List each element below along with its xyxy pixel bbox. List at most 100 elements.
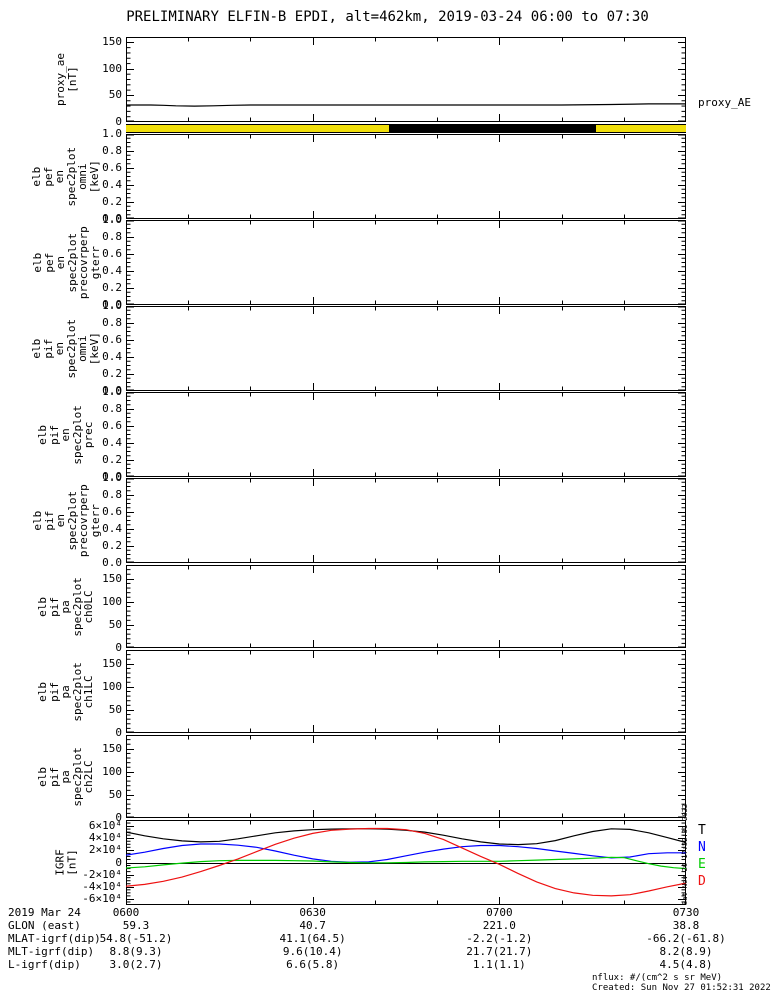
panel-canvas-elb_pif_en_spec2plot_omni (126, 306, 686, 391)
legend-item-D: D (698, 874, 706, 889)
y-axis-title-igrf: IGRF [nT] (53, 849, 78, 876)
orbit-bar-segment-yellow (595, 125, 686, 132)
panel-orbit_bar (126, 124, 686, 133)
y-tick-label: 0.4 (102, 178, 122, 191)
y-tick-label: 50 (108, 702, 122, 716)
y-tick-label: 2×10⁴ (88, 843, 122, 857)
annotation-row: L-igrf(dip) 3.0(2.7) 6.6(5.8) 1.1(1.1) 4.5(4… (0, 958, 775, 971)
y-tick-label: 150 (102, 741, 122, 755)
series-proxy_AE-line (126, 103, 686, 107)
y-tick-label: 0.2 (102, 539, 122, 552)
y-tick-label: 6×10⁴ (88, 819, 122, 833)
y-tick-label: 0.6 (102, 419, 122, 432)
var-value: 8.2(8.9) (659, 945, 713, 958)
panel-elb_pif_pa_spec2plot_ch1LC: 0 50 100 150 elb pif pa spec2plot ch1LC (36, 650, 686, 739)
x-tick-label-0600: 0600 (112, 906, 140, 919)
var-value: 54.8(-51.2) (99, 932, 173, 945)
panel-canvas-elb_pif_en_spec2plot_prec (126, 392, 686, 477)
y-tick-label: 1.0 (102, 385, 122, 398)
y-tick-label: 0.2 (102, 367, 122, 380)
y-tick-label: -2×10⁴ (82, 867, 122, 881)
panel-elb_pif_en_spec2plot_precovrperp_gterr: 0.0 0.2 0.4 0.6 0.8 1.0 elb pif en spec2plot p… (30, 472, 686, 569)
right-label-proxy_ae: proxy_AE (698, 95, 751, 109)
y-tick-label: 0.8 (102, 230, 122, 243)
y-tick-label: 0 (115, 641, 122, 654)
y-tick-label: 0.6 (102, 161, 122, 174)
y-tick-label: 0.2 (102, 453, 122, 466)
y-tick-label: 4×10⁴ (88, 831, 122, 845)
y-tick-label: 0.4 (102, 522, 122, 535)
y-tick-label: 100 (102, 594, 122, 608)
x-tick-label-0700: 0700 (486, 906, 513, 919)
legend-item-E: E (698, 857, 706, 872)
var-label-glon-east-: GLON (east) (8, 919, 81, 932)
y-tick-label: 100 (102, 764, 122, 778)
side-timestamp: Sat Nov 26 17:52:31 2022 (681, 803, 689, 905)
annotation-row: GLON (east) 59.3 40.7 221.0 38.8 (0, 919, 775, 932)
created-timestamp: Created: Sun Nov 27 01:52:31 2022 (592, 983, 771, 993)
panel-elb_pif_pa_spec2plot_ch0LC: 0 50 100 150 elb pif pa spec2plot ch0LC (36, 565, 686, 654)
y-tick-label: 50 (108, 617, 122, 631)
x-tick-label-0630: 0630 (299, 906, 326, 919)
nflux-units-note: nflux: #/(cm^2 s sr MeV) (592, 973, 723, 983)
y-tick-label: 150 (102, 35, 122, 49)
var-value: 3.0(2.7) (109, 958, 163, 971)
y-tick-label: 100 (102, 679, 122, 693)
y-tick-label: 1.0 (102, 127, 122, 140)
y-tick-label: 0.6 (102, 247, 122, 260)
y-tick-label: 0.8 (102, 144, 122, 157)
var-label-l-igrf-dip-: L-igrf(dip) (8, 958, 81, 971)
y-tick-label: 0.0 (102, 212, 122, 225)
y-axis-title-elb_pif_pa_spec2plot_ch0LC: elb pif pa spec2plot ch0LC (36, 576, 96, 637)
y-tick-label: 0 (115, 115, 122, 128)
var-value: -66.2(-61.8) (646, 932, 726, 945)
panel-elb_pif_pa_spec2plot_ch2LC: 0 50 100 150 elb pif pa spec2plot ch2LC (36, 735, 686, 824)
var-value: 221.0 (482, 919, 516, 932)
var-value: 8.8(9.3) (109, 945, 163, 958)
y-tick-label: 0.8 (102, 488, 122, 501)
y-tick-label: -6×10⁴ (82, 891, 122, 905)
var-value: 4.5(4.8) (659, 958, 713, 971)
var-value: -2.2(-1.2) (466, 932, 533, 945)
orbit-bar-segment-black (389, 125, 596, 132)
series-T-line (125, 828, 687, 846)
y-axis-title-proxy_ae: proxy_ae [nT] (53, 53, 78, 106)
var-label-mlt-igrf-dip-: MLT-igrf(dip) (8, 945, 95, 958)
panel-canvas-igrf (125, 820, 687, 905)
y-axis-title-elb_pif_pa_spec2plot_ch2LC: elb pif pa spec2plot ch2LC (36, 746, 96, 807)
y-tick-label: 0.0 (102, 470, 122, 483)
y-tick-label: 0.0 (102, 384, 122, 397)
y-tick-label: -4×10⁴ (82, 879, 122, 893)
var-value: 9.6(10.4) (282, 945, 343, 958)
var-value: 41.1(64.5) (279, 932, 346, 945)
y-tick-label: 0.8 (102, 316, 122, 329)
y-tick-label: 1.0 (102, 213, 122, 226)
annotation-row: 2019 Mar 24 0600 0630 0700 0730 (0, 906, 775, 919)
panel-canvas-elb_pif_en_spec2plot_precovrperp_gterr (126, 478, 686, 563)
y-tick-label: 0 (115, 811, 122, 824)
y-axis-title-elb_pif_en_spec2plot_prec: elb pif en spec2plot prec (36, 404, 96, 465)
plot-title: PRELIMINARY ELFIN-B EPDI, alt=462km, 201… (126, 9, 649, 25)
y-axis-title-elb_pif_en_spec2plot_omni: elb pif en spec2plot omni [keV] (30, 318, 102, 379)
var-value: 6.6(5.8) (286, 958, 340, 971)
panel-elb_pef_en_spec2plot_omni: 0.0 0.2 0.4 0.6 0.8 1.0 elb pef en spec2plot o… (30, 128, 686, 225)
orbit-bar-segment-yellow (126, 125, 390, 132)
annotation-row: MLT-igrf(dip) 8.8(9.3) 9.6(10.4) 21.7(21.7)… (0, 945, 775, 958)
panel-canvas-elb_pef_en_spec2plot_precovrperp_gterr (126, 220, 686, 305)
y-tick-label: 0 (115, 726, 122, 739)
y-tick-label: 0 (115, 855, 122, 869)
var-value: 59.3 (122, 919, 150, 932)
y-axis-title-elb_pif_pa_spec2plot_ch1LC: elb pif pa spec2plot ch1LC (36, 661, 96, 722)
var-label-mlat-igrf-dip-: MLAT-igrf(dip) (8, 932, 101, 945)
y-tick-label: 50 (108, 88, 122, 102)
y-axis-title-elb_pef_en_spec2plot_omni: elb pef en spec2plot omni [keV] (30, 146, 102, 207)
y-tick-label: 0.6 (102, 505, 122, 518)
y-tick-label: 150 (102, 571, 122, 585)
var-value: 21.7(21.7) (466, 945, 533, 958)
panel-elb_pif_en_spec2plot_omni: 0.0 0.2 0.4 0.6 0.8 1.0 elb pif en spec2plot o… (30, 300, 686, 397)
legend-item-T: T (698, 823, 706, 838)
panel-canvas-elb_pif_pa_spec2plot_ch2LC (126, 735, 686, 818)
var-value: 40.7 (299, 919, 326, 932)
panel-canvas-proxy_ae (126, 37, 686, 122)
